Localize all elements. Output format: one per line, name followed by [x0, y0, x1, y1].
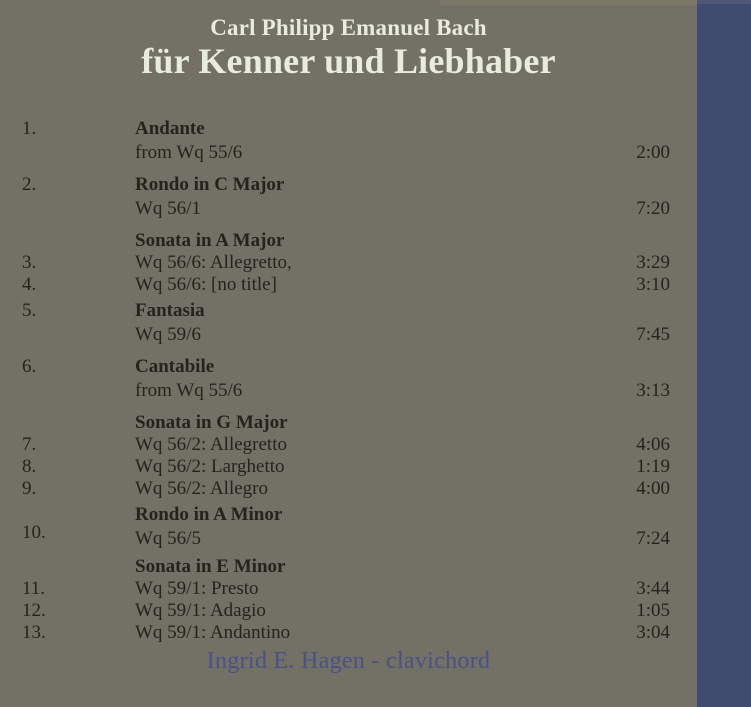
track-duration: 2:00: [636, 142, 670, 163]
tracklist: Andante 1. from Wq 55/6 2:00 Rondo in C Majo…: [0, 107, 697, 645]
album-header: Carl Philipp Emanuel Bach für Kenner und…: [0, 0, 697, 83]
track-number: 7.: [22, 434, 37, 455]
track-duration: 1:05: [636, 600, 670, 621]
work-title: Andante: [135, 118, 205, 139]
track-duration: 3:04: [636, 622, 670, 643]
track-duration: 3:44: [636, 578, 670, 599]
track-duration: 3:29: [636, 252, 670, 273]
track-number: 13.: [22, 622, 46, 643]
composer-name: Carl Philipp Emanuel Bach: [210, 15, 487, 40]
track-subtitle: Wq 56/6: [no title]: [135, 274, 277, 295]
track-duration: 3:10: [636, 274, 670, 295]
track-subtitle: Wq 59/1: Adagio: [135, 600, 266, 621]
track-number: 1.: [22, 118, 37, 139]
track-number: 6.: [22, 356, 37, 377]
track-number: 3.: [22, 252, 37, 273]
track-subtitle: from Wq 55/6: [135, 380, 243, 401]
accent-strip-cap: [697, 0, 751, 4]
album-title: für Kenner und Liebhaber: [141, 41, 556, 82]
track-subtitle: Wq 56/6: Allegretto,: [135, 252, 292, 273]
track-subtitle: Wq 56/1: [135, 198, 201, 219]
performer-credit: Ingrid E. Hagen - clavichord: [206, 648, 491, 674]
track-number: 12.: [22, 600, 46, 621]
work-title: Cantabile: [135, 356, 215, 377]
work-title: Fantasia: [135, 300, 205, 321]
track-number: 8.: [22, 456, 37, 477]
track-duration: 4:00: [636, 478, 670, 499]
work-title: Sonata in E Minor: [135, 556, 286, 577]
track-duration: 7:20: [636, 198, 670, 219]
track-number: 4.: [22, 274, 37, 295]
work-title: Sonata in A Major: [135, 230, 285, 251]
top-highlight-band: [440, 0, 697, 5]
track-duration: 7:24: [636, 528, 670, 549]
track-duration: 1:19: [636, 456, 670, 477]
track-number: 11.: [22, 578, 46, 599]
work-title: Sonata in G Major: [135, 412, 288, 433]
track-number: 2.: [22, 174, 37, 195]
work-title: Rondo in C Major: [135, 174, 285, 195]
track-duration: 3:13: [636, 380, 670, 401]
track-number: 5.: [22, 300, 37, 321]
work-title: Rondo in A Minor: [135, 504, 283, 525]
track-duration: 7:45: [636, 324, 670, 345]
track-subtitle: Wq 56/5: [135, 528, 201, 549]
track-subtitle: from Wq 55/6: [135, 142, 243, 163]
track-subtitle: Wq 56/2: Allegro: [135, 478, 268, 499]
track-subtitle: Wq 59/1: Andantino: [135, 622, 291, 643]
track-duration: 4:06: [636, 434, 670, 455]
track-subtitle: Wq 56/2: Allegretto: [135, 434, 287, 455]
track-subtitle: Wq 56/2: Larghetto: [135, 456, 285, 477]
track-subtitle: Wq 59/6: [135, 324, 201, 345]
track-number: 9.: [22, 478, 37, 499]
accent-strip-right: [697, 0, 751, 707]
track-number: 10.: [22, 522, 46, 543]
track-subtitle: Wq 59/1: Presto: [135, 578, 259, 599]
